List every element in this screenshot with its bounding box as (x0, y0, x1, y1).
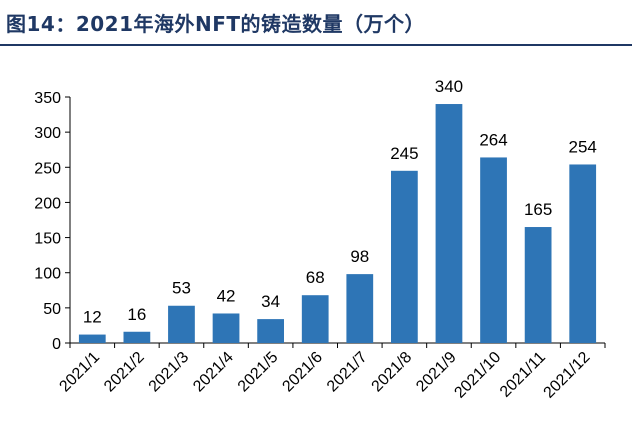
bar (391, 170, 418, 343)
data-label: 98 (350, 247, 369, 266)
y-tick-label: 0 (52, 336, 61, 353)
y-tick-label: 200 (34, 195, 61, 212)
figure-title: 图14：2021年海外NFT的铸造数量（万个） (6, 12, 426, 36)
x-tick-label: 2021/1 (56, 349, 103, 396)
data-label: 340 (435, 77, 463, 96)
x-tick-label: 2021/3 (146, 349, 193, 396)
bar (524, 227, 552, 343)
x-tick-label: 2021/4 (190, 349, 237, 396)
data-label: 165 (524, 200, 552, 219)
data-label: 245 (390, 144, 418, 163)
bar (301, 295, 329, 343)
data-label: 42 (217, 286, 236, 305)
data-label: 264 (479, 130, 507, 149)
data-labels: 12 16 53 42 34 68 98 245 340 264 165 254 (83, 77, 597, 327)
y-tick-label: 350 (34, 90, 61, 107)
bar (480, 157, 507, 343)
bar (435, 104, 463, 344)
x-tick-label: 2021/10 (451, 349, 504, 402)
data-label: 53 (172, 279, 191, 298)
bar (257, 319, 284, 343)
y-tick-label: 250 (34, 160, 61, 177)
x-tick-label: 2021/2 (101, 349, 148, 396)
y-tick-label: 150 (34, 231, 61, 248)
bar (123, 331, 151, 343)
y-tick-label: 50 (43, 301, 61, 318)
y-tick-label: 300 (34, 125, 61, 142)
bar (78, 334, 106, 343)
data-label: 254 (569, 137, 597, 156)
y-axis: 0 50 100 150 200 250 300 350 (34, 90, 71, 353)
bar-series (78, 104, 597, 344)
bar (346, 274, 374, 343)
x-axis: 2021/12021/22021/32021/42021/52021/62021… (56, 342, 606, 402)
bar (168, 305, 195, 343)
x-tick-label: 2021/12 (541, 349, 594, 402)
title-divider (0, 44, 632, 46)
bar (569, 164, 597, 343)
data-label: 34 (261, 292, 280, 311)
x-tick-label: 2021/11 (497, 349, 549, 401)
data-label: 16 (127, 305, 146, 324)
bar (212, 313, 240, 343)
data-label: 12 (83, 308, 102, 327)
data-label: 68 (306, 268, 325, 287)
x-tick-label: 2021/6 (279, 349, 326, 396)
y-tick-label: 100 (34, 266, 61, 283)
x-tick-label: 2021/7 (324, 349, 371, 396)
x-tick-label: 2021/8 (369, 349, 416, 396)
x-tick-label: 2021/5 (235, 349, 282, 396)
